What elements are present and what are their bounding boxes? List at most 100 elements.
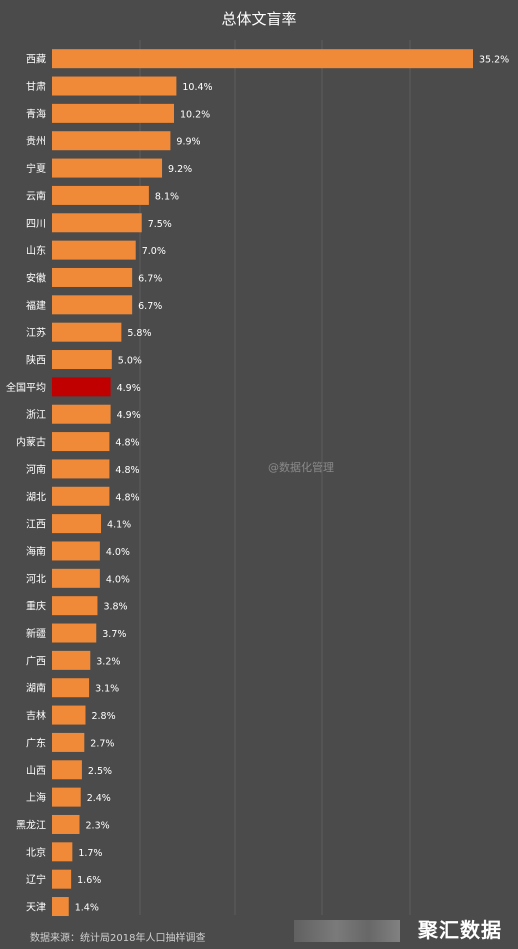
data-label: 7.0% — [142, 246, 166, 257]
data-label: 35.2% — [479, 55, 509, 66]
data-label: 1.7% — [78, 848, 102, 859]
category-label: 陕西 — [26, 354, 46, 367]
source-note: 数据来源：统计局2018年人口抽样调查 — [30, 933, 206, 944]
category-label: 青海 — [26, 107, 46, 120]
category-label: 上海 — [26, 791, 46, 804]
category-label: 河南 — [26, 463, 46, 476]
bar — [52, 158, 163, 178]
data-label: 3.1% — [95, 684, 119, 695]
bar — [52, 486, 110, 506]
category-label: 安徽 — [26, 271, 46, 284]
data-label: 7.5% — [148, 219, 172, 230]
category-label: 天津 — [26, 902, 46, 914]
category-label: 山西 — [26, 765, 46, 777]
bar — [52, 240, 136, 260]
bar — [52, 514, 102, 534]
data-label: 4.8% — [115, 492, 139, 503]
bar — [52, 295, 133, 315]
data-label: 9.2% — [168, 164, 192, 175]
bar — [52, 213, 142, 233]
bar — [52, 541, 100, 561]
category-label: 内蒙古 — [16, 436, 46, 449]
category-label: 广西 — [26, 655, 46, 667]
data-label: 2.7% — [90, 738, 114, 749]
data-label: 5.0% — [118, 356, 142, 367]
category-label: 四川 — [26, 219, 46, 230]
bar — [52, 596, 98, 616]
data-label: 4.9% — [117, 383, 141, 394]
blurred-region — [294, 920, 400, 942]
bar — [52, 185, 149, 205]
bar — [52, 787, 81, 807]
data-label: 2.5% — [88, 766, 112, 777]
category-label: 广东 — [26, 736, 46, 749]
category-label: 云南 — [26, 189, 46, 202]
category-label: 宁夏 — [26, 162, 46, 175]
bar — [52, 732, 85, 752]
bar — [52, 705, 86, 725]
category-label: 江苏 — [26, 326, 46, 339]
category-label: 贵州 — [26, 135, 46, 148]
category-label: 湖北 — [26, 491, 46, 503]
bar — [52, 760, 82, 780]
data-label: 4.0% — [106, 574, 130, 585]
category-label: 北京 — [26, 846, 46, 859]
category-label: 甘肃 — [26, 80, 46, 93]
bar-highlight — [52, 377, 111, 397]
bar — [52, 76, 177, 96]
category-label: 山东 — [26, 244, 46, 257]
data-label: 4.9% — [117, 410, 141, 421]
bar — [52, 814, 80, 834]
data-label: 3.7% — [102, 629, 126, 640]
bar — [52, 650, 91, 670]
data-label: 1.6% — [77, 875, 101, 886]
category-label: 江西 — [26, 519, 46, 531]
data-label: 3.8% — [103, 602, 127, 613]
chart-title: 总体文盲率 — [221, 10, 297, 28]
watermark: @数据化管理 — [268, 461, 334, 474]
bar — [52, 49, 473, 69]
data-label: 6.7% — [138, 273, 162, 284]
data-label: 2.8% — [91, 711, 115, 722]
bar — [52, 897, 69, 917]
brand-logo: 聚汇数据 — [418, 918, 502, 942]
bar — [52, 459, 110, 479]
category-label: 湖南 — [26, 682, 46, 695]
data-label: 4.8% — [115, 438, 139, 449]
bar — [52, 869, 72, 889]
data-label: 4.8% — [115, 465, 139, 476]
bar — [52, 131, 171, 151]
bar — [52, 432, 110, 452]
data-label: 1.4% — [75, 903, 99, 914]
category-label: 吉林 — [26, 709, 46, 722]
data-label: 2.4% — [87, 793, 111, 804]
bar — [52, 322, 122, 342]
data-label: 4.1% — [107, 520, 131, 531]
data-label: 5.8% — [127, 328, 151, 339]
bar — [52, 267, 133, 287]
category-label: 辽宁 — [26, 873, 46, 886]
category-label: 福建 — [26, 299, 46, 312]
category-label: 西藏 — [26, 54, 46, 66]
data-label: 10.2% — [180, 109, 210, 120]
bar — [52, 623, 97, 643]
bar — [52, 842, 73, 862]
category-label: 黑龙江 — [16, 818, 46, 831]
category-label: 重庆 — [26, 600, 46, 613]
bar — [52, 404, 111, 424]
data-label: 4.0% — [106, 547, 130, 558]
data-label: 10.4% — [182, 82, 212, 93]
bar — [52, 350, 112, 370]
category-label: 海南 — [26, 545, 46, 558]
category-label: 新疆 — [26, 627, 46, 640]
data-label: 3.2% — [96, 656, 120, 667]
data-label: 8.1% — [155, 191, 179, 202]
category-label: 浙江 — [26, 409, 46, 421]
bar — [52, 678, 90, 698]
data-label: 2.3% — [86, 820, 110, 831]
category-label: 河北 — [26, 573, 46, 585]
bar — [52, 568, 100, 588]
data-label: 9.9% — [176, 137, 200, 148]
category-label: 全国平均 — [6, 381, 46, 394]
